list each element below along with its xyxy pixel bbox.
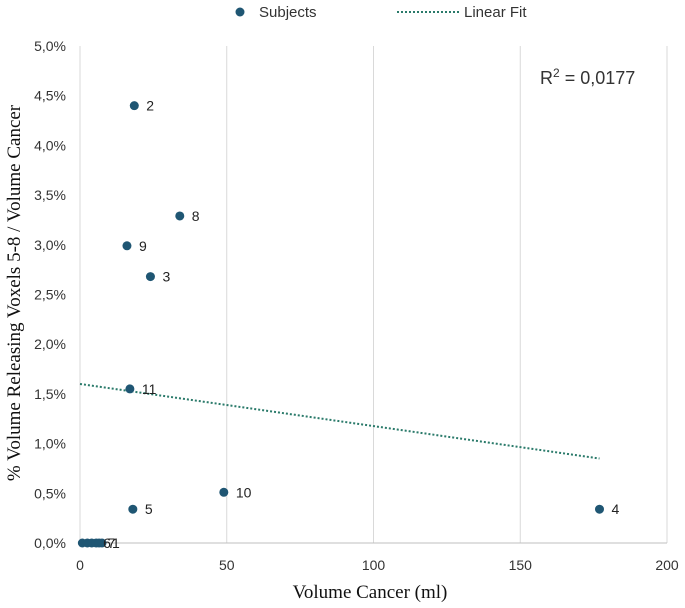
y-tick-label: 1,5% <box>34 386 66 402</box>
data-point <box>122 241 132 251</box>
grid-lines <box>79 46 668 544</box>
data-point <box>128 504 138 514</box>
data-point <box>175 211 185 221</box>
r-squared-prefix: R <box>540 68 553 88</box>
legend-subjects-label: Subjects <box>259 4 317 21</box>
data-point-label: 11 <box>142 381 157 397</box>
legend-linear-fit-label: Linear Fit <box>464 4 527 21</box>
x-axis-title: Volume Cancer (ml) <box>293 582 448 603</box>
legend: Subjects Linear Fit <box>235 4 527 21</box>
data-points: 2 8 93 11 10 5 4 671 <box>77 98 619 551</box>
data-point-label: 5 <box>145 501 153 517</box>
y-tick-label: 2,0% <box>34 336 66 352</box>
data-point-label: 4 <box>611 501 619 517</box>
data-point <box>129 101 139 111</box>
r-squared-superscript: 2 <box>553 66 560 80</box>
data-point-label: 8 <box>192 208 200 224</box>
data-point-label: 1 <box>112 535 120 551</box>
legend-subjects-marker <box>235 7 245 17</box>
data-point <box>594 504 604 514</box>
x-tick-label: 50 <box>219 557 235 573</box>
y-tick-label: 3,0% <box>34 237 66 253</box>
y-tick-label: 0,0% <box>34 535 66 551</box>
data-point-label: 2 <box>146 98 154 114</box>
r-squared-annotation: R2 = 0,0177 <box>540 66 635 88</box>
linear-fit-line <box>79 382 600 460</box>
data-point-label: 7 <box>108 535 116 551</box>
y-tick-label: 0,5% <box>34 485 66 501</box>
y-tick-label: 1,0% <box>34 436 66 452</box>
y-axis-title: % Volume Releasing Voxels 5-8 / Volume C… <box>4 104 25 481</box>
y-tick-label: 3,5% <box>34 187 66 203</box>
y-tick-label: 5,0% <box>34 38 66 54</box>
x-tick-label: 200 <box>655 557 679 573</box>
data-point-label: 9 <box>139 238 147 254</box>
data-point <box>145 272 155 282</box>
data-point-label: 3 <box>162 269 170 285</box>
y-tick-label: 2,5% <box>34 287 66 303</box>
tick-labels: 0 50 100 150 200 0,0% 0,5% 1,0% 1,5% 2,0% 2,5% 3,0%… <box>34 38 679 573</box>
y-tick-label: 4,0% <box>34 137 66 153</box>
x-tick-label: 100 <box>362 557 386 573</box>
x-tick-label: 0 <box>76 557 84 573</box>
data-point <box>219 487 229 497</box>
x-tick-label: 150 <box>509 557 533 573</box>
linear-fit-layer <box>79 382 600 460</box>
y-tick-label: 4,5% <box>34 88 66 104</box>
data-point-label: 10 <box>236 484 252 500</box>
data-point-label: 6 <box>103 535 111 551</box>
data-point <box>97 538 107 548</box>
r-squared-value: = 0,0177 <box>560 68 636 88</box>
data-point <box>125 384 135 394</box>
